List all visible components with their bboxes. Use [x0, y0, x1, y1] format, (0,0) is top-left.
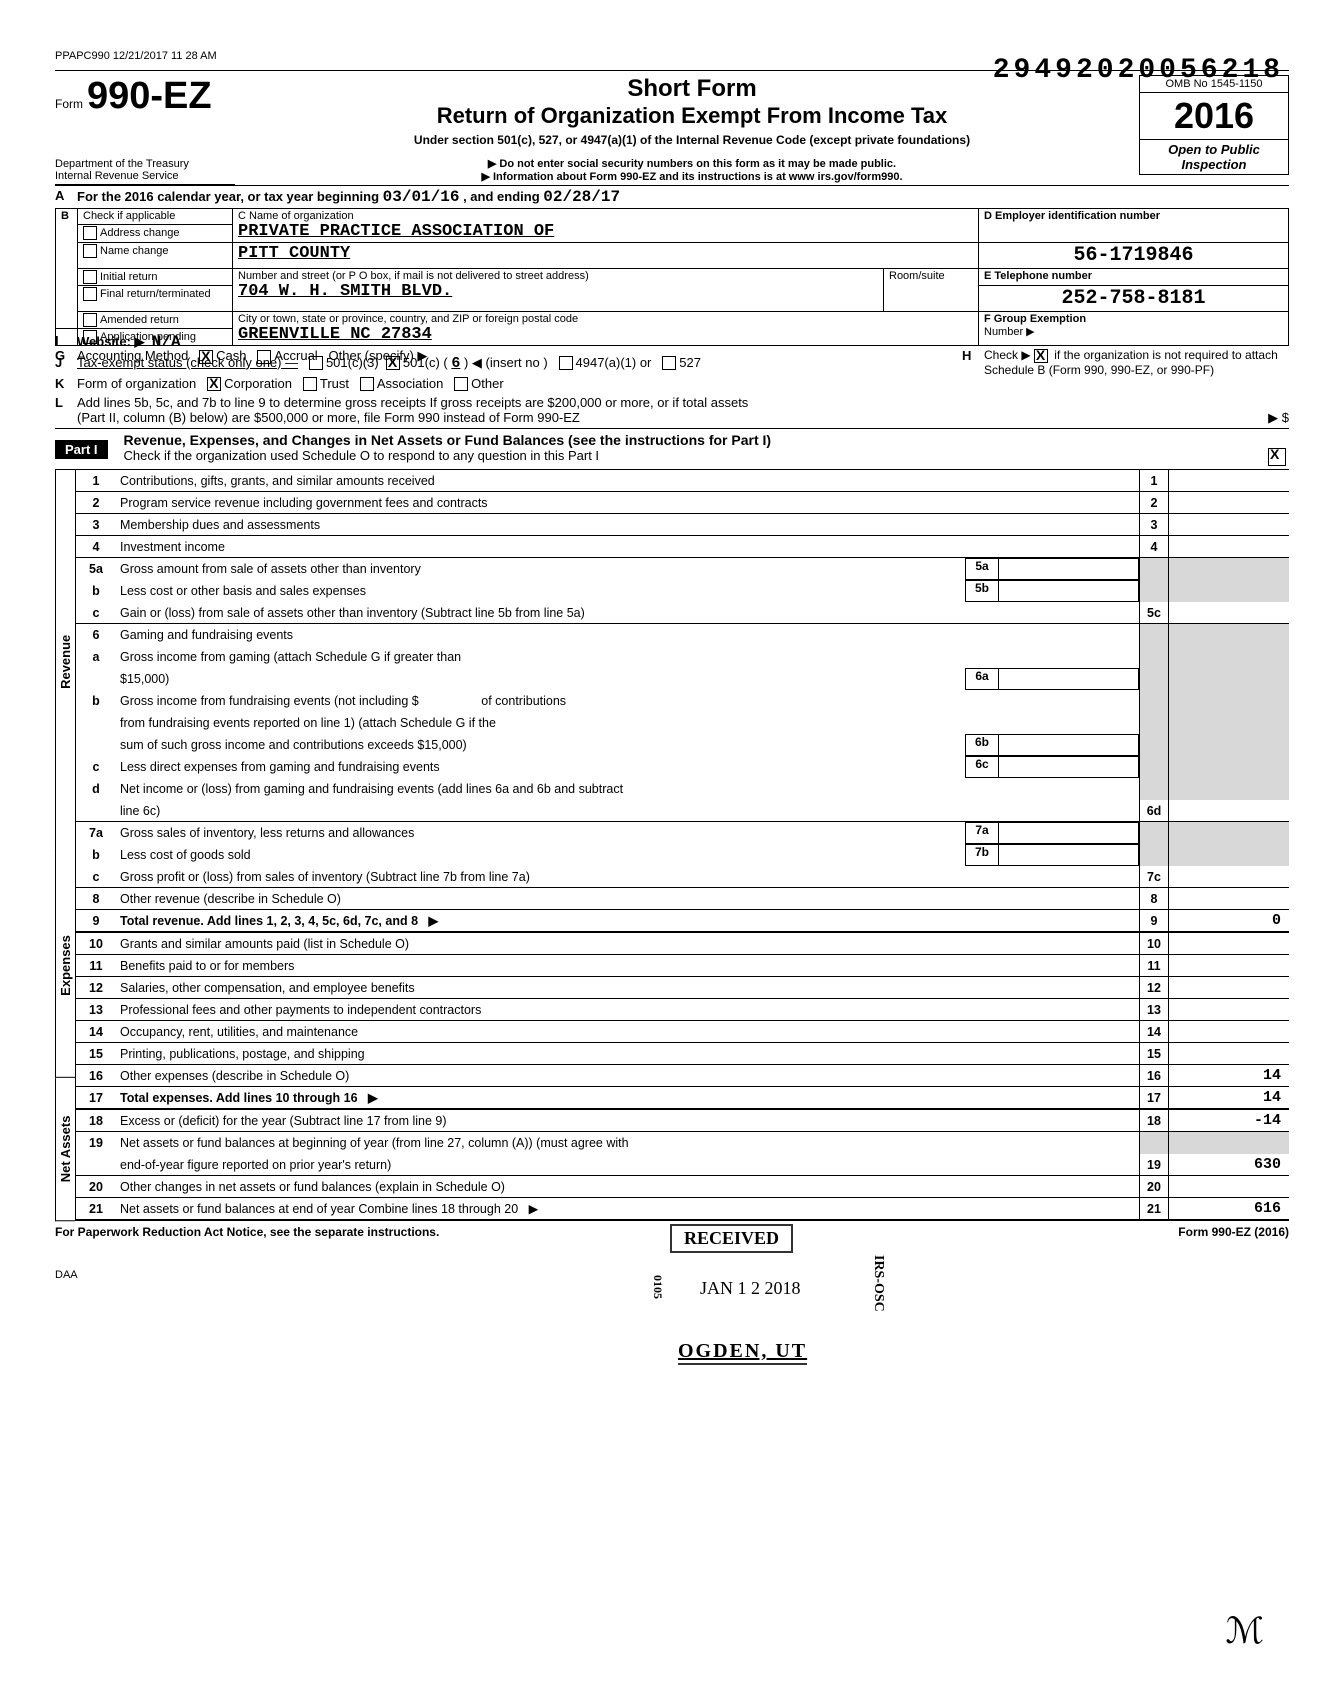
part1-header: Part I: [55, 440, 108, 459]
line-a: For the 2016 calendar year, or tax year …: [77, 188, 620, 206]
tax-year: 2016: [1139, 93, 1289, 140]
subtitle: Under section 501(c), 527, or 4947(a)(1)…: [245, 133, 1139, 147]
part1-grid: Revenue Expenses Net Assets 1Contributio…: [55, 469, 1289, 1221]
line-k: Form of organization Corporation Trust A…: [77, 376, 504, 392]
irs-osc-stamp: IRS-OSC: [870, 1255, 886, 1312]
code-stamp: 0105: [650, 1275, 665, 1299]
public-inspection: Open to Public Inspection: [1139, 140, 1289, 175]
line-h: Check ▶ if the organization is not requi…: [984, 348, 1289, 377]
line-l: Add lines 5b, 5c, and 7b to line 9 to de…: [77, 395, 1289, 426]
daa-label: DAA: [55, 1269, 1289, 1281]
footer-left: For Paperwork Reduction Act Notice, see …: [55, 1225, 439, 1239]
form-number: Form 990-EZ: [55, 75, 245, 118]
document-number: 29492020056218: [993, 55, 1284, 86]
footer-right: Form 990-EZ (2016): [1178, 1225, 1289, 1239]
main-title: Return of Organization Exempt From Incom…: [245, 103, 1139, 129]
date-stamp: JAN 1 2 2018: [700, 1278, 801, 1299]
received-stamp: RECEIVED: [670, 1224, 793, 1253]
part1-title: Revenue, Expenses, and Changes in Net As…: [124, 432, 1289, 448]
part1-check-text: Check if the organization used Schedule …: [124, 448, 600, 466]
line-j: Tax-exempt status (check only one) — 501…: [77, 355, 701, 372]
id-block: B Check if applicable C Name of organiza…: [55, 208, 1289, 346]
info-link: Information about Form 990-EZ and its in…: [245, 170, 1139, 183]
part1-checkbox[interactable]: [1268, 448, 1286, 466]
dept-treasury: Department of the Treasury Internal Reve…: [55, 158, 235, 185]
ogden-stamp: OGDEN, UT: [678, 1340, 807, 1365]
signature: ℳ: [1226, 1610, 1265, 1652]
ssn-warning: Do not enter social security numbers on …: [245, 157, 1139, 170]
